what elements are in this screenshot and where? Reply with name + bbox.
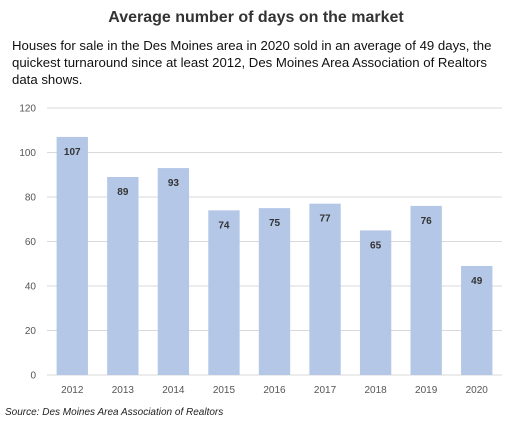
bar-2014 (157, 168, 190, 375)
y-tick-label-0: 0 (30, 371, 36, 382)
x-tick-label-2016: 2016 (263, 385, 286, 396)
source-note: Source: Des Moines Area Association of R… (5, 407, 224, 418)
y-axis-ticks: 0 20 40 60 80 100 120 (19, 104, 36, 382)
y-tick-label-100: 100 (19, 148, 36, 159)
data-label-2015: 74 (218, 220, 230, 231)
x-tick-label-2013: 2013 (112, 385, 135, 396)
bar-2016 (258, 208, 291, 375)
x-tick-label-2018: 2018 (364, 385, 387, 396)
y-tick-label-80: 80 (25, 193, 37, 204)
bar-2012 (56, 136, 88, 375)
data-label-2018: 65 (370, 240, 382, 251)
y-tick-label-120: 120 (19, 104, 36, 115)
data-label-2017: 77 (319, 214, 331, 225)
data-labels: 107 89 93 74 75 77 65 76 49 (64, 147, 483, 287)
data-label-2012: 107 (64, 147, 81, 158)
data-label-2019: 76 (421, 216, 433, 227)
y-tick-label-40: 40 (25, 282, 37, 293)
x-tick-label-2014: 2014 (162, 385, 185, 396)
bar-2013 (107, 176, 139, 375)
bar-2020 (461, 265, 493, 375)
y-tick-label-20: 20 (25, 326, 37, 337)
bar-2019 (410, 205, 442, 375)
x-tick-label-2020: 2020 (466, 385, 489, 396)
bars (56, 136, 493, 375)
bar-2017 (309, 203, 341, 375)
data-label-2013: 89 (117, 187, 129, 198)
x-axis-ticks: 2012 2013 2014 2015 2016 2017 2018 2019 2020 (61, 385, 488, 396)
bar-2018 (359, 230, 392, 375)
bar-2015 (208, 210, 240, 375)
data-label-2020: 49 (471, 276, 483, 287)
data-label-2014: 93 (168, 178, 180, 189)
x-tick-label-2017: 2017 (314, 385, 337, 396)
chart-subtitle: Houses for sale in the Des Moines area i… (12, 38, 492, 87)
x-tick-label-2012: 2012 (61, 385, 84, 396)
data-label-2016: 75 (269, 218, 281, 229)
y-tick-label-60: 60 (25, 237, 37, 248)
chart-title: Average number of days on the market (108, 9, 404, 26)
x-tick-label-2015: 2015 (213, 385, 236, 396)
x-tick-label-2019: 2019 (415, 385, 438, 396)
